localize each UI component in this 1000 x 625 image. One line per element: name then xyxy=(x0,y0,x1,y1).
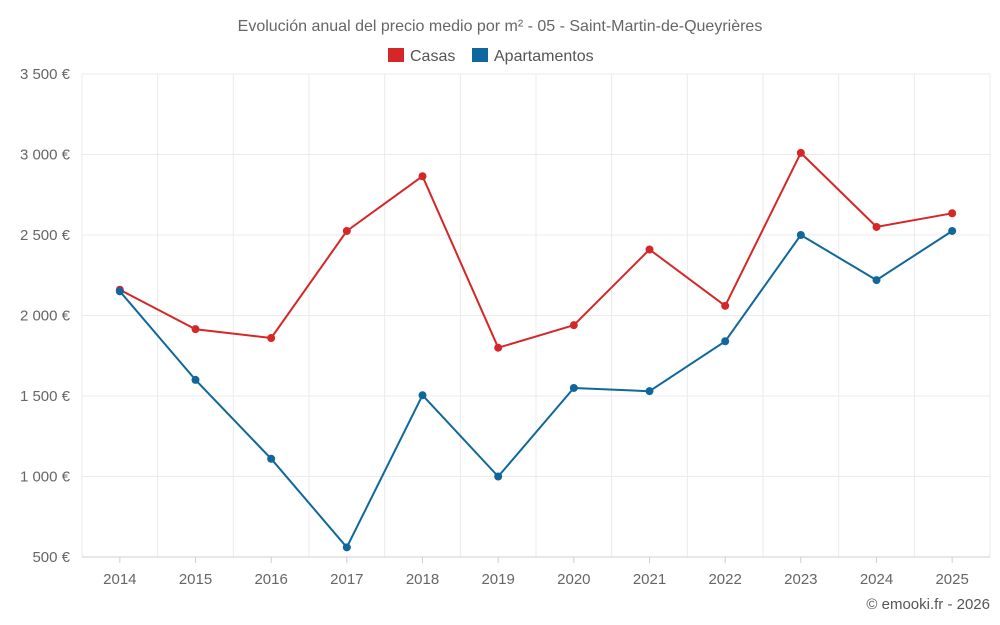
series-line-casas xyxy=(119,151,953,349)
data-point-apartamentos[interactable] xyxy=(721,337,730,346)
data-point-casas[interactable] xyxy=(645,245,654,254)
data-point-apartamentos[interactable] xyxy=(796,231,805,239)
x-tick-label: 2015 xyxy=(179,571,212,588)
y-tick-label: 2 000 € xyxy=(20,308,71,325)
data-point-casas[interactable] xyxy=(872,222,881,231)
series-line-apartamentos xyxy=(119,230,953,549)
legend-item-casas[interactable]: Casas xyxy=(388,48,455,65)
data-point-apartamentos[interactable] xyxy=(115,287,124,296)
data-point-casas[interactable] xyxy=(342,226,351,235)
y-tick-label: 3 000 € xyxy=(20,147,71,164)
data-point-casas[interactable] xyxy=(948,209,957,218)
legend-item-apartamentos[interactable]: Apartamentos xyxy=(472,48,594,65)
y-tick-label: 500 € xyxy=(32,549,70,566)
x-tick-label: 2024 xyxy=(860,571,893,588)
y-tick-label: 3 500 € xyxy=(20,66,71,83)
x-tick-label: 2025 xyxy=(935,571,968,588)
y-tick-label: 1 000 € xyxy=(20,469,71,486)
data-point-casas[interactable] xyxy=(267,334,276,343)
data-point-casas[interactable] xyxy=(796,148,805,157)
data-point-casas[interactable] xyxy=(191,325,200,334)
data-point-apartamentos[interactable] xyxy=(645,387,654,396)
x-tick-label: 2022 xyxy=(708,571,741,588)
data-point-casas[interactable] xyxy=(569,321,578,330)
x-tick-label: 2018 xyxy=(406,571,439,588)
x-axis: 2014 2015 2016 2017 2018 2019 2020 2021 2022 2023… xyxy=(82,556,990,588)
data-point-casas[interactable] xyxy=(721,301,730,310)
data-point-apartamentos[interactable] xyxy=(872,276,881,285)
x-tick-label: 2020 xyxy=(557,571,590,588)
legend-label-apartamentos: Apartamentos xyxy=(494,48,594,65)
data-point-casas[interactable] xyxy=(418,172,427,181)
chart-title: Evolución anual del precio medio por m² … xyxy=(238,18,763,35)
data-point-apartamentos[interactable] xyxy=(569,383,578,392)
x-tick-label: 2014 xyxy=(103,571,136,588)
gridlines xyxy=(81,73,991,557)
data-point-apartamentos[interactable] xyxy=(948,226,957,235)
legend-swatch-apartamentos xyxy=(472,48,488,62)
data-point-casas[interactable] xyxy=(494,343,503,352)
data-point-apartamentos[interactable] xyxy=(494,472,503,481)
data-point-apartamentos[interactable] xyxy=(267,454,276,463)
legend: Casas Apartamentos xyxy=(388,48,594,65)
x-tick-label: 2021 xyxy=(633,571,666,588)
data-point-apartamentos[interactable] xyxy=(191,375,200,384)
legend-swatch-casas xyxy=(388,48,404,62)
legend-label-casas: Casas xyxy=(410,48,455,65)
y-axis: 500 € 1 000 € 1 500 € 2 000 € 2 500 € 3 000 €… xyxy=(20,66,71,566)
x-tick-label: 2019 xyxy=(481,571,514,588)
y-tick-label: 2 500 € xyxy=(20,227,71,244)
credit-text: © emooki.fr - 2026 xyxy=(866,596,990,613)
x-tick-label: 2023 xyxy=(784,571,817,588)
data-point-apartamentos[interactable] xyxy=(418,391,427,400)
x-tick-label: 2017 xyxy=(330,571,363,588)
x-tick-label: 2016 xyxy=(254,571,287,588)
y-tick-label: 1 500 € xyxy=(20,388,71,405)
series xyxy=(115,148,957,552)
data-point-apartamentos[interactable] xyxy=(342,543,351,552)
